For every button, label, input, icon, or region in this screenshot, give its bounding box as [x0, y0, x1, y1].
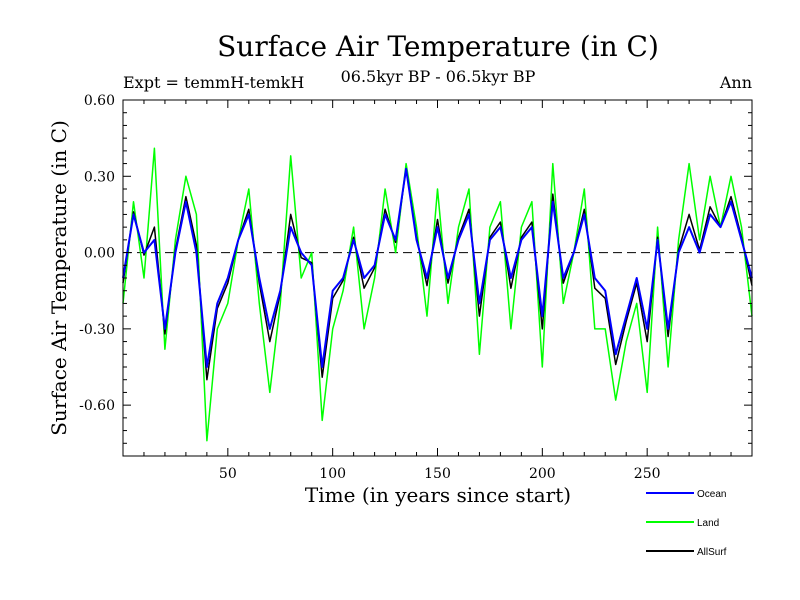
chart-title: Surface Air Temperature (in C): [217, 30, 659, 63]
y-tick-label: 0.60: [84, 93, 115, 109]
series-line-ocean: [122, 167, 753, 368]
legend-label-allsurf: AllSurf: [697, 547, 727, 558]
x-tick-label: 200: [529, 466, 556, 482]
x-tick-label: 150: [424, 466, 451, 482]
experiment-label: Expt = temmH-temkH: [123, 73, 304, 92]
y-tick-label: -0.60: [79, 398, 115, 414]
y-axis-label: Surface Air Temperature (in C): [47, 120, 71, 436]
x-tick-label: 250: [634, 466, 661, 482]
legend-label-land: Land: [697, 518, 719, 529]
y-tick-label: -0.30: [79, 322, 115, 338]
plot-frame: [122, 99, 753, 457]
legend: Ocean Land AllSurf: [646, 489, 727, 558]
season-label: Ann: [719, 73, 752, 92]
chart-subtitle: 06.5kyr BP - 06.5kyr BP: [341, 67, 536, 86]
x-tick-label: 50: [219, 466, 237, 482]
legend-label-ocean: Ocean: [697, 489, 726, 500]
series-line-land: [122, 147, 753, 442]
series-line-allsurf: [122, 167, 753, 381]
y-tick-label: 0.30: [84, 169, 115, 185]
x-tick-label: 100: [319, 466, 346, 482]
x-axis-label: Time (in years since start): [305, 483, 571, 507]
y-tick-label: 0.00: [84, 246, 115, 262]
